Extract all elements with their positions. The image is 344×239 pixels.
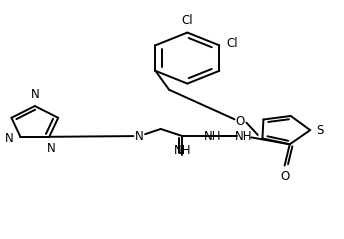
Text: NH: NH bbox=[173, 144, 191, 157]
Text: S: S bbox=[316, 124, 324, 137]
Text: Cl: Cl bbox=[227, 37, 238, 50]
Text: N: N bbox=[31, 88, 39, 101]
Text: N: N bbox=[135, 130, 144, 142]
Text: N: N bbox=[5, 132, 13, 145]
Text: N: N bbox=[46, 142, 55, 155]
Text: O: O bbox=[280, 170, 289, 183]
Text: NH: NH bbox=[235, 130, 252, 142]
Text: NH: NH bbox=[204, 130, 222, 142]
Text: O: O bbox=[236, 115, 245, 128]
Text: Cl: Cl bbox=[182, 14, 193, 27]
